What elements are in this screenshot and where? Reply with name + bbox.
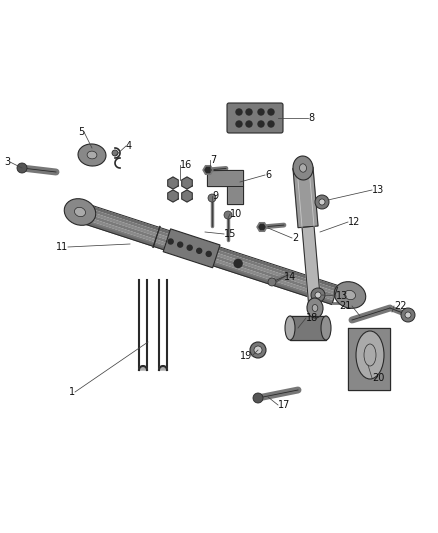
Circle shape — [246, 109, 252, 115]
Text: 11: 11 — [56, 242, 68, 252]
Text: 2: 2 — [292, 233, 298, 243]
Circle shape — [236, 121, 242, 127]
Circle shape — [268, 121, 274, 127]
Text: 8: 8 — [308, 113, 314, 123]
Circle shape — [236, 109, 242, 115]
Circle shape — [268, 278, 276, 286]
Circle shape — [254, 346, 262, 354]
Circle shape — [405, 312, 411, 318]
Circle shape — [234, 260, 242, 268]
Text: 19: 19 — [240, 351, 252, 361]
Text: 17: 17 — [278, 400, 290, 410]
Polygon shape — [302, 227, 321, 309]
Polygon shape — [182, 177, 192, 189]
Circle shape — [206, 252, 211, 256]
Polygon shape — [227, 186, 243, 204]
Circle shape — [258, 109, 264, 115]
Ellipse shape — [356, 331, 384, 379]
Text: 6: 6 — [265, 170, 271, 180]
Circle shape — [246, 121, 252, 127]
Circle shape — [311, 288, 325, 302]
Circle shape — [315, 292, 321, 298]
Text: 16: 16 — [180, 160, 192, 170]
Circle shape — [187, 245, 192, 250]
Text: 21: 21 — [339, 301, 352, 311]
Circle shape — [401, 308, 415, 322]
Ellipse shape — [300, 164, 307, 172]
Polygon shape — [259, 224, 265, 230]
Polygon shape — [182, 190, 192, 202]
Circle shape — [319, 199, 325, 205]
Polygon shape — [205, 167, 211, 173]
Text: 9: 9 — [212, 191, 218, 201]
Circle shape — [208, 194, 216, 202]
Polygon shape — [203, 166, 213, 174]
Text: 3: 3 — [4, 157, 10, 167]
Ellipse shape — [78, 144, 106, 166]
Text: 15: 15 — [224, 229, 237, 239]
Circle shape — [112, 150, 118, 156]
Polygon shape — [168, 177, 178, 189]
Text: 1: 1 — [69, 387, 75, 397]
Ellipse shape — [312, 304, 318, 311]
Ellipse shape — [87, 151, 97, 159]
Polygon shape — [293, 167, 318, 228]
Text: 13: 13 — [336, 291, 348, 301]
Polygon shape — [159, 366, 167, 370]
Circle shape — [268, 109, 274, 115]
Text: 4: 4 — [126, 141, 132, 151]
Text: 18: 18 — [306, 313, 318, 323]
Text: 10: 10 — [230, 209, 242, 219]
Ellipse shape — [285, 316, 295, 340]
Circle shape — [258, 121, 264, 127]
Polygon shape — [290, 316, 326, 340]
Circle shape — [315, 195, 329, 209]
Circle shape — [173, 239, 181, 247]
Ellipse shape — [64, 199, 96, 225]
Text: 12: 12 — [348, 217, 360, 227]
Ellipse shape — [364, 344, 376, 366]
Text: 5: 5 — [78, 127, 84, 137]
Polygon shape — [257, 223, 267, 231]
Text: 13: 13 — [372, 185, 384, 195]
Circle shape — [197, 248, 202, 253]
Ellipse shape — [74, 207, 85, 216]
Ellipse shape — [293, 156, 313, 180]
Ellipse shape — [345, 290, 356, 300]
Circle shape — [168, 239, 173, 244]
Ellipse shape — [334, 281, 366, 308]
Circle shape — [250, 342, 266, 358]
Ellipse shape — [307, 298, 323, 318]
Polygon shape — [168, 190, 178, 202]
Circle shape — [204, 249, 212, 257]
FancyBboxPatch shape — [227, 103, 283, 133]
Text: 7: 7 — [210, 155, 216, 165]
Ellipse shape — [321, 316, 331, 340]
Circle shape — [17, 163, 27, 173]
Text: 14: 14 — [284, 272, 296, 282]
Circle shape — [253, 393, 263, 403]
Polygon shape — [207, 170, 243, 186]
Polygon shape — [348, 328, 390, 390]
Circle shape — [178, 242, 183, 247]
Circle shape — [224, 211, 232, 219]
Bar — [163, 229, 220, 268]
Text: 22: 22 — [394, 301, 406, 311]
Polygon shape — [139, 366, 147, 370]
Text: 20: 20 — [372, 373, 385, 383]
